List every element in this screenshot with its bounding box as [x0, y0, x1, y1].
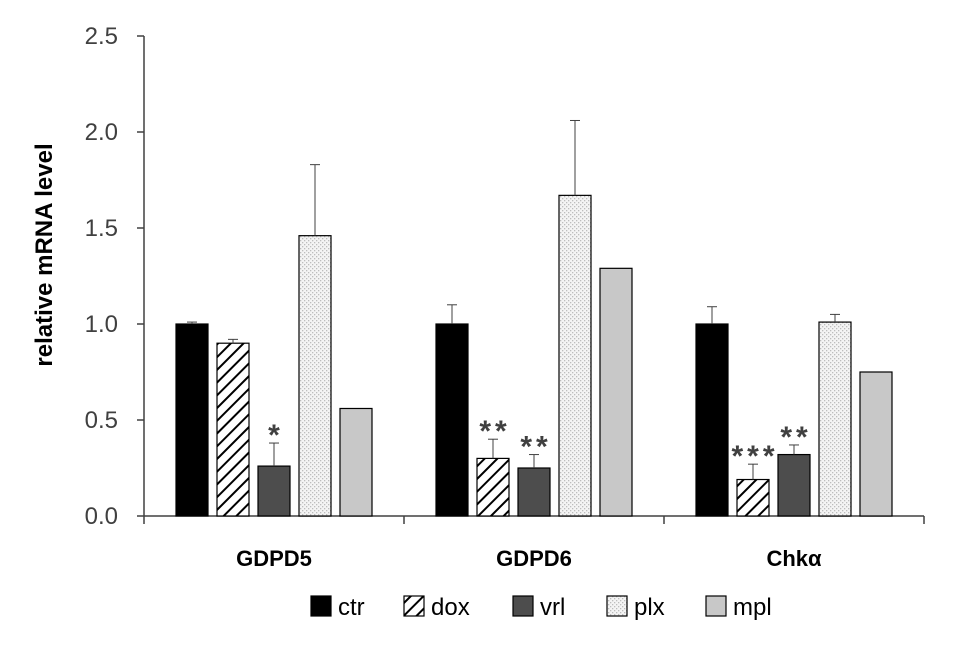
significance-marker: *: [268, 419, 284, 452]
y-tick-label: 1.5: [85, 215, 118, 242]
bar-gdpd5-mpl: [339, 407, 373, 517]
significance-marker: ***: [731, 440, 778, 473]
category-label-chk: Chkα: [766, 546, 822, 571]
bar-gdpd6-plx: [558, 194, 592, 517]
y-tick-label: 2.0: [85, 119, 118, 146]
bar-chk-ctr: [695, 323, 729, 517]
bar-chk-vrl: [777, 453, 811, 517]
legend-swatch-plx: [606, 595, 628, 617]
significance-markers: * ** ** *****: [268, 415, 811, 473]
error-bars: [187, 119, 840, 480]
y-axis-title: relative mRNA level: [31, 143, 58, 366]
y-tick-label: 0.0: [85, 503, 118, 530]
bar-gdpd5-plx: [298, 235, 332, 517]
bar-chk-dox: [736, 478, 770, 517]
bars: [175, 194, 893, 517]
legend-label-ctr: ctr: [338, 594, 365, 621]
category-label-gdpd6: GDPD6: [496, 546, 572, 571]
legend-swatch-vrl: [512, 595, 534, 617]
bar-gdpd6-vrl: [517, 467, 551, 517]
legend-swatch-dox: [403, 595, 425, 617]
bar-gdpd5-dox: [216, 342, 250, 517]
legend-label-mpl: mpl: [733, 594, 772, 621]
y-tick-label: 2.5: [85, 23, 118, 50]
bar-gdpd5-ctr: [175, 323, 209, 517]
bar-chk-plx: [818, 321, 852, 517]
legend-label-plx: plx: [634, 594, 665, 621]
significance-marker: **: [520, 431, 551, 464]
legend-label-vrl: vrl: [540, 594, 565, 621]
legend-label-dox: dox: [431, 594, 470, 621]
significance-marker: **: [780, 421, 811, 454]
legend-swatch-ctr: [310, 595, 332, 617]
y-tick-label: 0.5: [85, 407, 118, 434]
bar-gdpd6-ctr: [435, 323, 469, 517]
category-labels: GDPD5 GDPD6 Chkα: [236, 546, 822, 571]
bar-gdpd6-dox: [476, 457, 510, 517]
bar-gdpd6-mpl: [599, 267, 633, 517]
bar-gdpd5-vrl: [257, 465, 291, 517]
legend: ctr dox vrl plx mpl: [310, 594, 772, 621]
bar-chk-mpl: [859, 371, 893, 517]
legend-swatch-mpl: [705, 595, 727, 617]
y-axis: 0.0 0.5 1.0 1.5 2.0 2.5: [85, 23, 925, 530]
category-label-gdpd5: GDPD5: [236, 546, 312, 571]
significance-marker: **: [479, 415, 510, 448]
y-tick-label: 1.0: [85, 311, 118, 338]
